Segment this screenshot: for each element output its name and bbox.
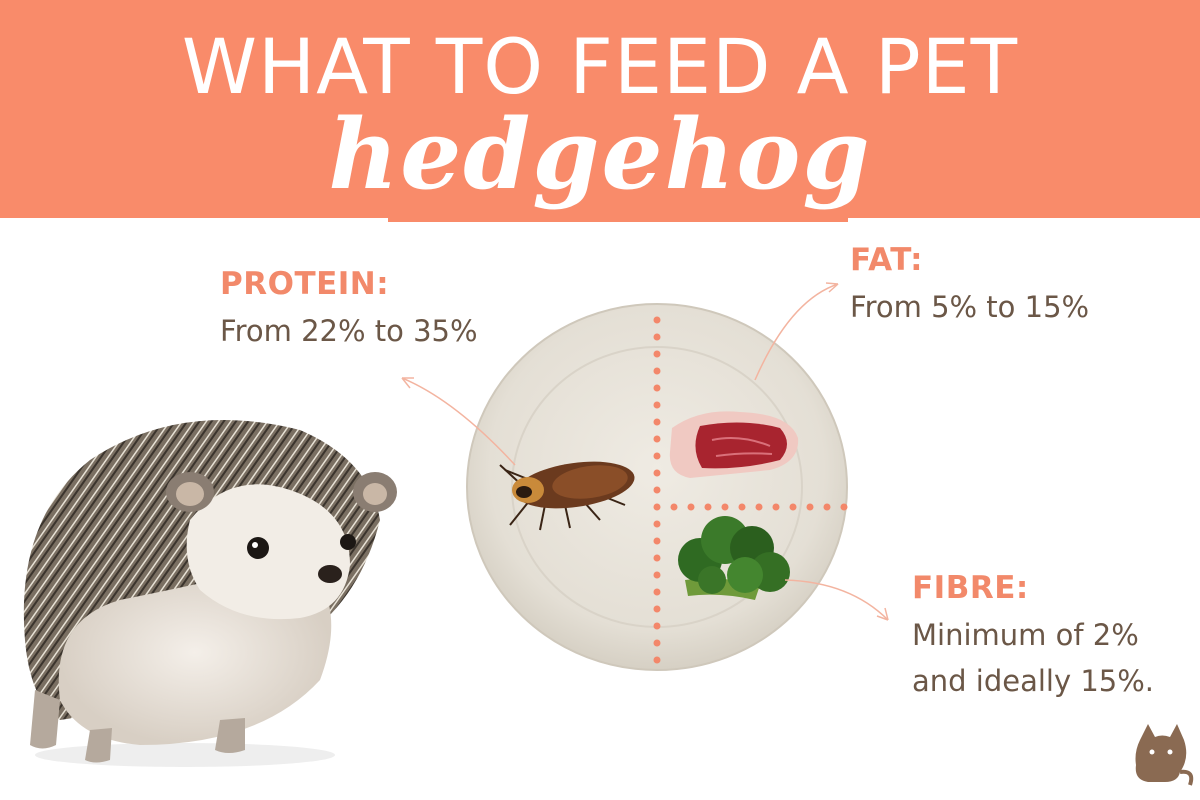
arrow-fibre [784,579,889,621]
fat-heading: FAT: [850,242,924,278]
fat-value-text: From 5% to 15% [850,290,1090,324]
header-banner-tab [388,210,848,222]
page-title: WHAT TO FEED A PET [181,22,1019,111]
plate-divider-dots [653,316,848,664]
protein-heading: PROTEIN: [220,266,390,302]
hedgehog-icon [23,420,397,767]
protein-value-text: From 22% to 35% [220,314,478,348]
fibre-value-line2: and ideally 15%. [912,664,1155,698]
arrow-protein [401,377,516,466]
page-subtitle: hedgehog [328,98,872,211]
steak-icon [669,411,799,478]
cockroach-icon [499,461,635,531]
fibre-heading: FIBRE: [912,570,1029,606]
cat-logo-icon [1135,724,1194,786]
header-banner [0,0,1200,218]
broccoli-icon [678,516,790,600]
fibre-value-text: Minimum of 2% and ideally 15%. [912,612,1192,704]
fibre-value-line1: Minimum of 2% [912,618,1139,652]
arrow-fat [754,282,839,381]
